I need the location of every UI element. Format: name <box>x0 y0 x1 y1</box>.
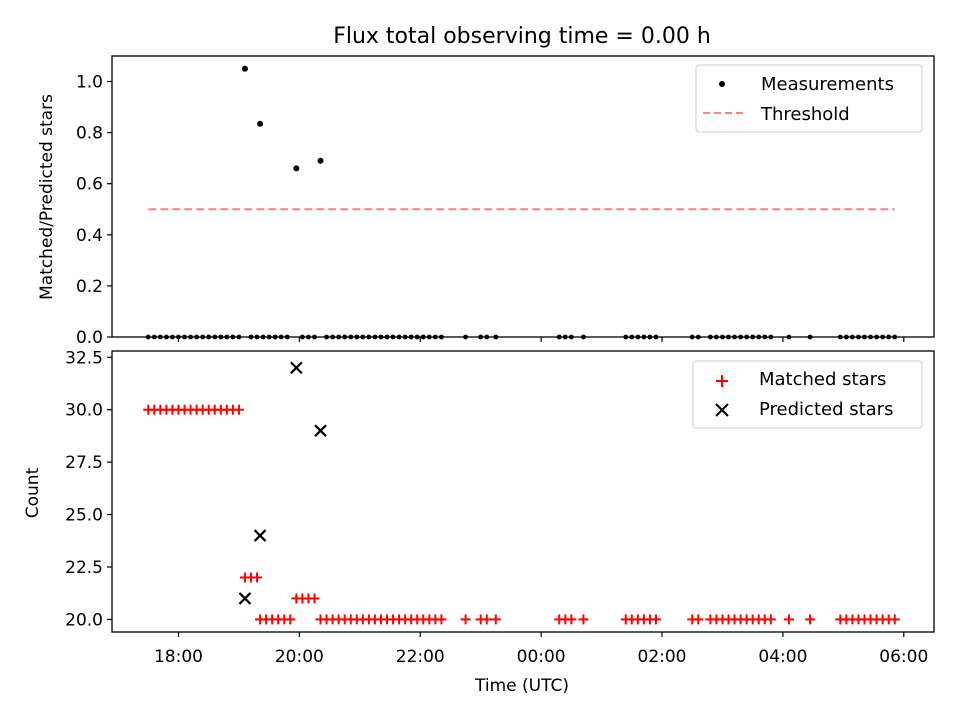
top-plot-frame <box>111 55 935 338</box>
top-ytick-label: 0.6 <box>76 175 103 195</box>
bottom-xtick-label: 20:00 <box>275 647 324 667</box>
top-ytick-label: 0.0 <box>76 328 103 348</box>
bottom-legend: Matched stars Predicted stars <box>692 360 923 429</box>
legend-matched: Matched stars <box>759 369 886 390</box>
matched-star-point <box>578 614 589 625</box>
matched-star-point <box>889 614 900 625</box>
bottom-xtick-label: 06:00 <box>879 647 928 667</box>
bottom-xlabel: Time (UTC) <box>474 676 569 696</box>
matched-star-point <box>765 614 776 625</box>
legend-predicted: Predicted stars <box>759 399 893 420</box>
bottom-panel: 20.0 22.5 25.0 27.5 30.0 32.5 18:00 20:00 22:00… <box>23 348 935 696</box>
predicted-star-point <box>314 424 327 437</box>
predicted-star-point <box>290 361 303 375</box>
measurement-point <box>257 120 264 127</box>
matched-star-point <box>233 404 244 415</box>
bottom-xtick-label: 04:00 <box>758 647 807 667</box>
top-panel: 0.0 0.2 0.4 0.6 0.8 1.0 Matched/Predicted sta… <box>37 55 935 348</box>
top-ylabel: Matched/Predicted stars <box>37 94 57 300</box>
bottom-xtick-label: 22:00 <box>396 647 445 667</box>
predicted-star-point <box>253 529 267 542</box>
top-ytick-label: 0.2 <box>76 277 103 297</box>
top-ytick-label: 0.8 <box>76 124 103 144</box>
bottom-xtick-label: 00:00 <box>517 647 566 667</box>
measurement-point <box>317 157 324 164</box>
bottom-ytick-label: 32.5 <box>65 348 103 368</box>
matched-star-point <box>490 614 501 625</box>
matched-star-point <box>436 614 447 625</box>
matched-star-point <box>783 614 794 625</box>
matched-star-point <box>252 572 263 583</box>
measurement-point <box>293 165 300 172</box>
top-legend: Measurements Threshold <box>695 64 923 133</box>
bottom-xtick-label: 02:00 <box>638 647 687 667</box>
top-ytick-label: 1.0 <box>76 73 103 93</box>
predicted-star-point <box>238 592 252 605</box>
bottom-ytick-label: 30.0 <box>65 401 103 421</box>
measurement-point <box>241 65 248 72</box>
bottom-ytick-label: 27.5 <box>65 453 103 473</box>
matched-star-point <box>805 614 816 625</box>
chart-title: Flux total observing time = 0.00 h <box>333 24 711 49</box>
bottom-xtick-label: 18:00 <box>154 647 203 667</box>
matched-star-point <box>693 614 704 625</box>
bottom-ytick-label: 20.0 <box>65 610 103 630</box>
bottom-ytick-label: 22.5 <box>65 558 103 578</box>
bottom-ylabel: Count <box>23 467 43 518</box>
bottom-plot-frame <box>111 350 935 633</box>
bottom-ytick-label: 25.0 <box>65 506 103 526</box>
legend-measurement-marker <box>719 81 725 87</box>
matched-star-point <box>460 614 471 625</box>
matched-star-point <box>650 614 661 625</box>
matched-star-point <box>309 593 320 604</box>
top-ytick-label: 0.4 <box>76 226 103 246</box>
legend-measurements: Measurements <box>761 74 894 95</box>
matched-star-point <box>285 614 296 625</box>
matched-star-point <box>566 614 577 625</box>
legend-matched-marker <box>716 375 728 387</box>
matched-star-point <box>481 614 492 625</box>
legend-predicted-marker <box>715 403 729 417</box>
legend-threshold: Threshold <box>760 104 850 125</box>
